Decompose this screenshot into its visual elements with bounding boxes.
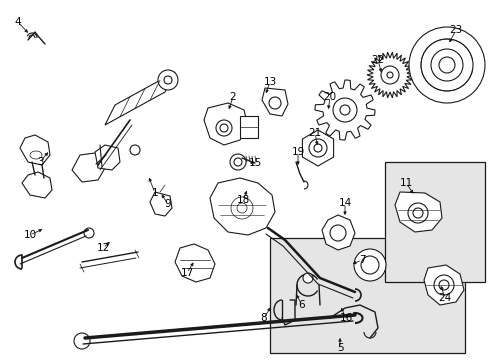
Circle shape [408,27,484,103]
Text: 13: 13 [263,77,276,87]
Circle shape [308,139,326,157]
Polygon shape [209,178,274,235]
Circle shape [303,273,312,283]
Text: 19: 19 [291,147,304,157]
Polygon shape [72,153,105,182]
Text: 7: 7 [358,255,365,265]
Text: 10: 10 [23,230,37,240]
Polygon shape [394,192,441,232]
Circle shape [84,228,94,238]
Circle shape [412,208,422,218]
Text: 18: 18 [236,195,249,205]
Circle shape [339,105,349,115]
Circle shape [313,144,321,152]
Text: 24: 24 [437,293,451,303]
Circle shape [380,66,398,84]
Circle shape [386,72,392,78]
Bar [269,238,464,353]
Polygon shape [262,88,287,116]
Polygon shape [20,135,50,165]
Polygon shape [240,116,258,138]
Circle shape [163,76,172,84]
Text: 15: 15 [248,158,261,168]
Text: 23: 23 [448,25,462,35]
Text: 5: 5 [336,343,343,353]
Text: 17: 17 [180,268,193,278]
Circle shape [234,158,242,166]
Circle shape [438,280,448,290]
Polygon shape [314,80,374,140]
Text: 3: 3 [37,157,43,167]
Text: 8: 8 [260,313,267,323]
Polygon shape [423,265,463,305]
Text: 2: 2 [229,92,236,102]
Polygon shape [366,52,412,98]
Circle shape [268,97,281,109]
Circle shape [353,249,385,281]
Text: 6: 6 [298,300,305,310]
Text: 22: 22 [370,55,384,65]
Circle shape [229,154,245,170]
Polygon shape [321,215,354,250]
Circle shape [332,98,356,122]
Circle shape [74,333,90,349]
Circle shape [407,203,427,223]
Circle shape [438,57,454,73]
Circle shape [420,39,472,91]
Circle shape [216,120,231,136]
Polygon shape [95,145,120,170]
Text: 1: 1 [151,188,158,198]
Polygon shape [175,244,215,282]
Polygon shape [22,172,52,198]
Text: 21: 21 [308,128,321,138]
Text: 12: 12 [96,243,109,253]
Bar [384,162,484,282]
Polygon shape [105,72,175,125]
Circle shape [433,275,453,295]
Text: 20: 20 [323,92,336,102]
Circle shape [360,256,378,274]
Text: 11: 11 [399,178,412,188]
Circle shape [130,145,140,155]
Circle shape [329,225,346,241]
Polygon shape [150,192,172,216]
Polygon shape [302,130,333,166]
Circle shape [158,70,178,90]
Text: 14: 14 [338,198,351,208]
Text: 4: 4 [15,17,21,27]
Circle shape [220,124,227,132]
Circle shape [430,49,462,81]
Polygon shape [203,103,247,145]
Text: 9: 9 [164,199,171,209]
Text: 16: 16 [339,313,352,323]
